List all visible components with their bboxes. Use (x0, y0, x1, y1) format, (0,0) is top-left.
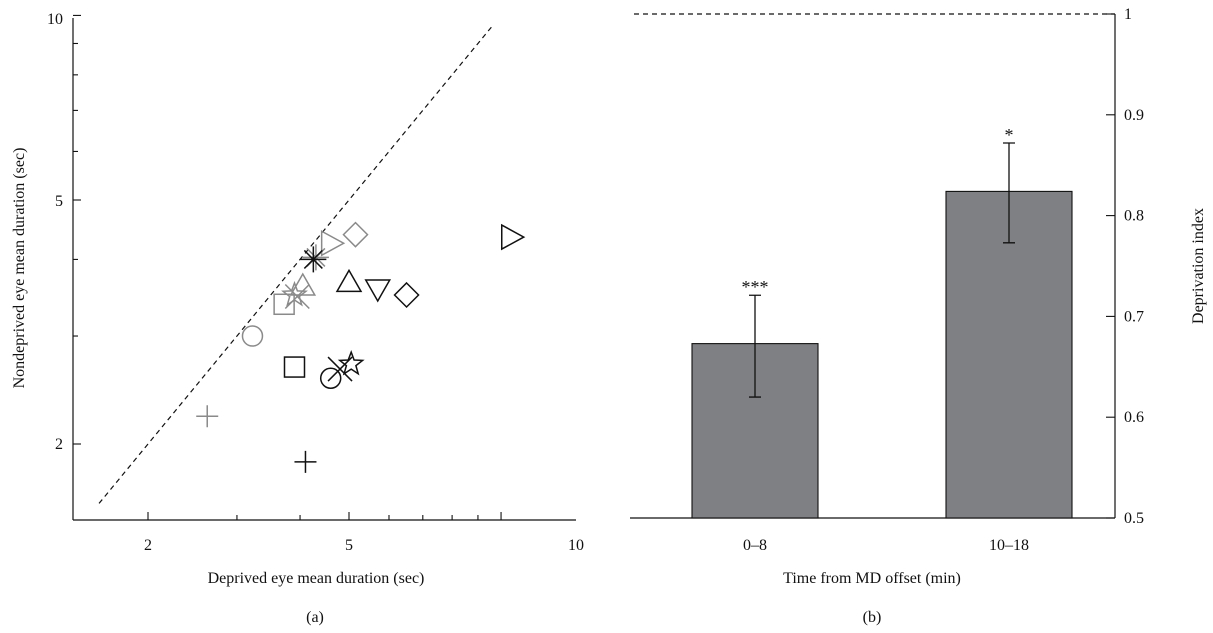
scatter-point-plus (196, 405, 219, 428)
scatter-point-star (337, 349, 365, 376)
scatter-point-diamond (342, 221, 369, 248)
a-x-tick-label-2: 2 (144, 537, 152, 554)
panel-a: 2 5 10 2 5 10 Deprived eye mean duration… (11, 11, 584, 626)
panel-a-label: (a) (306, 609, 324, 626)
significance-label: *** (742, 277, 769, 297)
significance-label: * (1005, 125, 1014, 145)
b-category-label-10-18: 10–18 (989, 537, 1029, 554)
b-x-axis-label: Time from MD offset (min) (783, 570, 961, 587)
panel-a-y-ticks (73, 14, 81, 445)
scatter-point-triangle-down (364, 279, 392, 303)
scatter-point-square (283, 356, 306, 378)
scatter-point-plus (294, 450, 317, 473)
scatter-point-x-cross (284, 283, 310, 310)
scatter-point-diamond (393, 281, 420, 309)
identity-reference-line (98, 25, 493, 504)
b-y-tick-label: 0.7 (1124, 308, 1144, 325)
bar-10-18 (945, 190, 1073, 519)
b-y-axis-label: Deprivation index (1190, 208, 1207, 324)
b-y-tick-label: 0.6 (1124, 409, 1144, 426)
b-y-tick-label: 0.9 (1124, 107, 1144, 124)
scatter-point-triangle-right (501, 223, 526, 251)
panel-b: 0.50.60.70.80.91 **** 0–8 10–18 Time fro… (630, 6, 1207, 626)
b-y-tick-label: 1 (1124, 6, 1132, 23)
a-x-tick-label-5: 5 (345, 537, 353, 554)
panel-b-y-ticks: 0.5 0.6 0.7 0.8 0.9 1 (1106, 6, 1144, 527)
a-y-tick-label-5: 5 (55, 193, 63, 210)
error-bar (749, 294, 761, 398)
a-y-tick-label-10: 10 (47, 11, 63, 28)
panel-b-bars: **** (691, 125, 1073, 519)
b-y-tick-label: 0.8 (1124, 208, 1144, 225)
a-x-tick-label-10: 10 (568, 537, 584, 554)
a-x-axis-label: Deprived eye mean duration (sec) (208, 570, 425, 587)
scatter-point-triangle-right (320, 230, 346, 257)
scatter-point-circle (319, 367, 342, 390)
b-category-label-0-8: 0–8 (743, 537, 767, 554)
a-y-tick-label-2: 2 (55, 436, 63, 453)
b-y-tick-label: 0.5 (1124, 510, 1144, 527)
scatter-point-square (273, 293, 295, 316)
panel-a-points (196, 221, 526, 473)
panel-a-x-ticks (147, 512, 502, 520)
error-bar (1003, 142, 1015, 244)
a-y-axis-label: Nondeprived eye mean duration (sec) (11, 148, 28, 389)
scatter-point-x-cross (327, 356, 353, 382)
scatter-point-circle (241, 325, 264, 347)
scatter-point-triangle-up (289, 272, 317, 296)
panel-b-label: (b) (863, 609, 882, 626)
scatter-point-asterisk (300, 246, 327, 273)
scatter-point-triangle-up (335, 268, 363, 293)
